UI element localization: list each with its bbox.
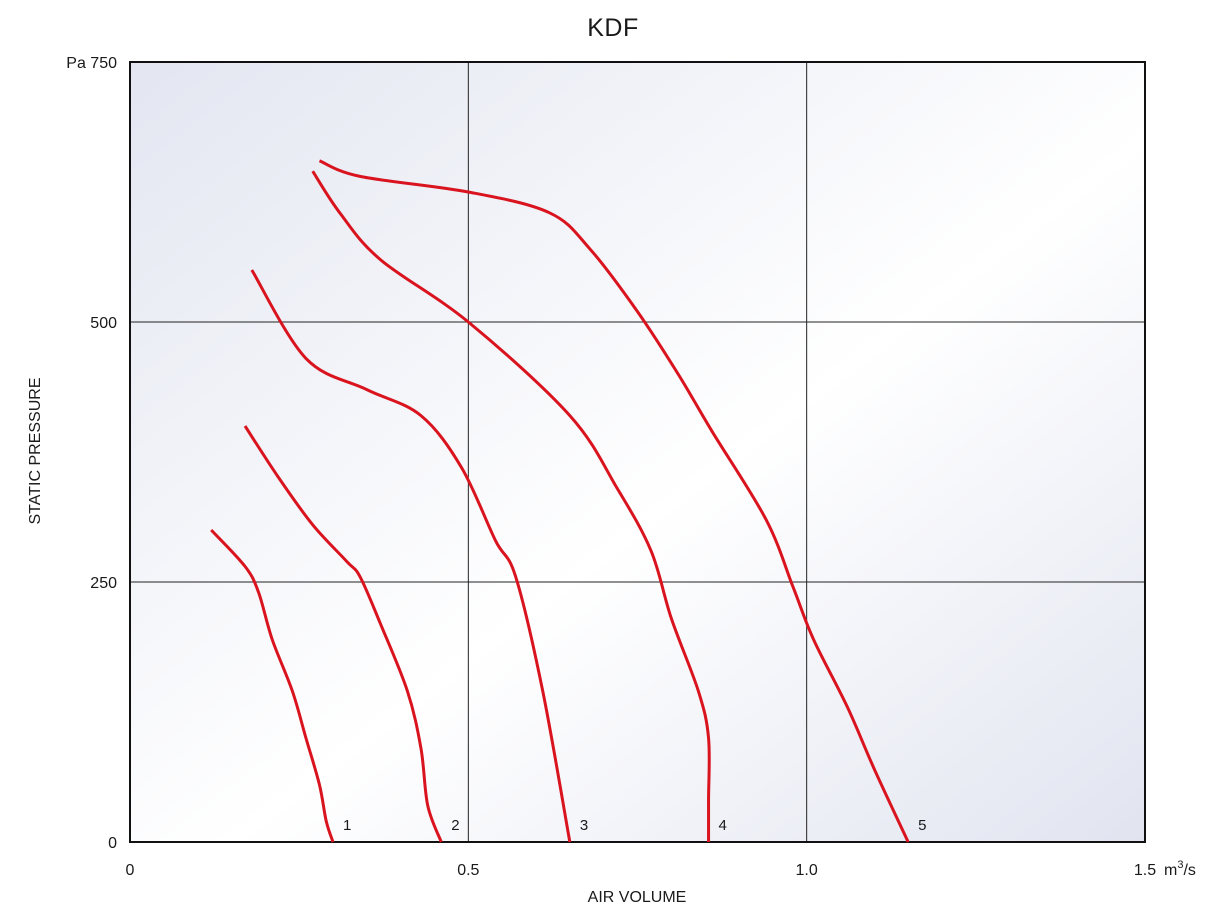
curve-label-3: 3: [580, 817, 588, 834]
fan-curve-5: [318, 159, 910, 843]
fan-curve-3: [250, 269, 572, 843]
x-tick-label: 0.5: [457, 862, 479, 879]
y-tick-label: 500: [90, 315, 117, 332]
plot-frame: [129, 61, 1146, 843]
x-unit-label: m3/s: [1164, 859, 1196, 879]
x-tick-label: 1.5: [1134, 862, 1156, 879]
curve-label-4: 4: [719, 817, 727, 834]
series-lines: 1 2 3 4 5: [210, 159, 927, 843]
y-tick-label: Pa 750: [66, 55, 117, 72]
x-tick-label: 0: [126, 862, 135, 879]
x-axis-label: AIR VOLUME: [587, 889, 687, 906]
fan-curve-2: [243, 425, 443, 843]
y-tick-label: 250: [90, 575, 117, 592]
tick-labels: 0 0.5 1.0 1.5 0 250 500 Pa 750 m3/s: [66, 55, 1196, 879]
chart-title: KDF: [587, 14, 639, 42]
fan-curve-1: [210, 528, 335, 843]
y-tick-label: 0: [108, 835, 117, 852]
x-tick-label: 1.0: [796, 862, 818, 879]
fan-curve-4: [311, 170, 711, 843]
plot-area: [130, 62, 1145, 842]
curve-label-2: 2: [451, 817, 459, 834]
curve-label-5: 5: [918, 817, 926, 834]
curve-label-1: 1: [343, 817, 351, 834]
